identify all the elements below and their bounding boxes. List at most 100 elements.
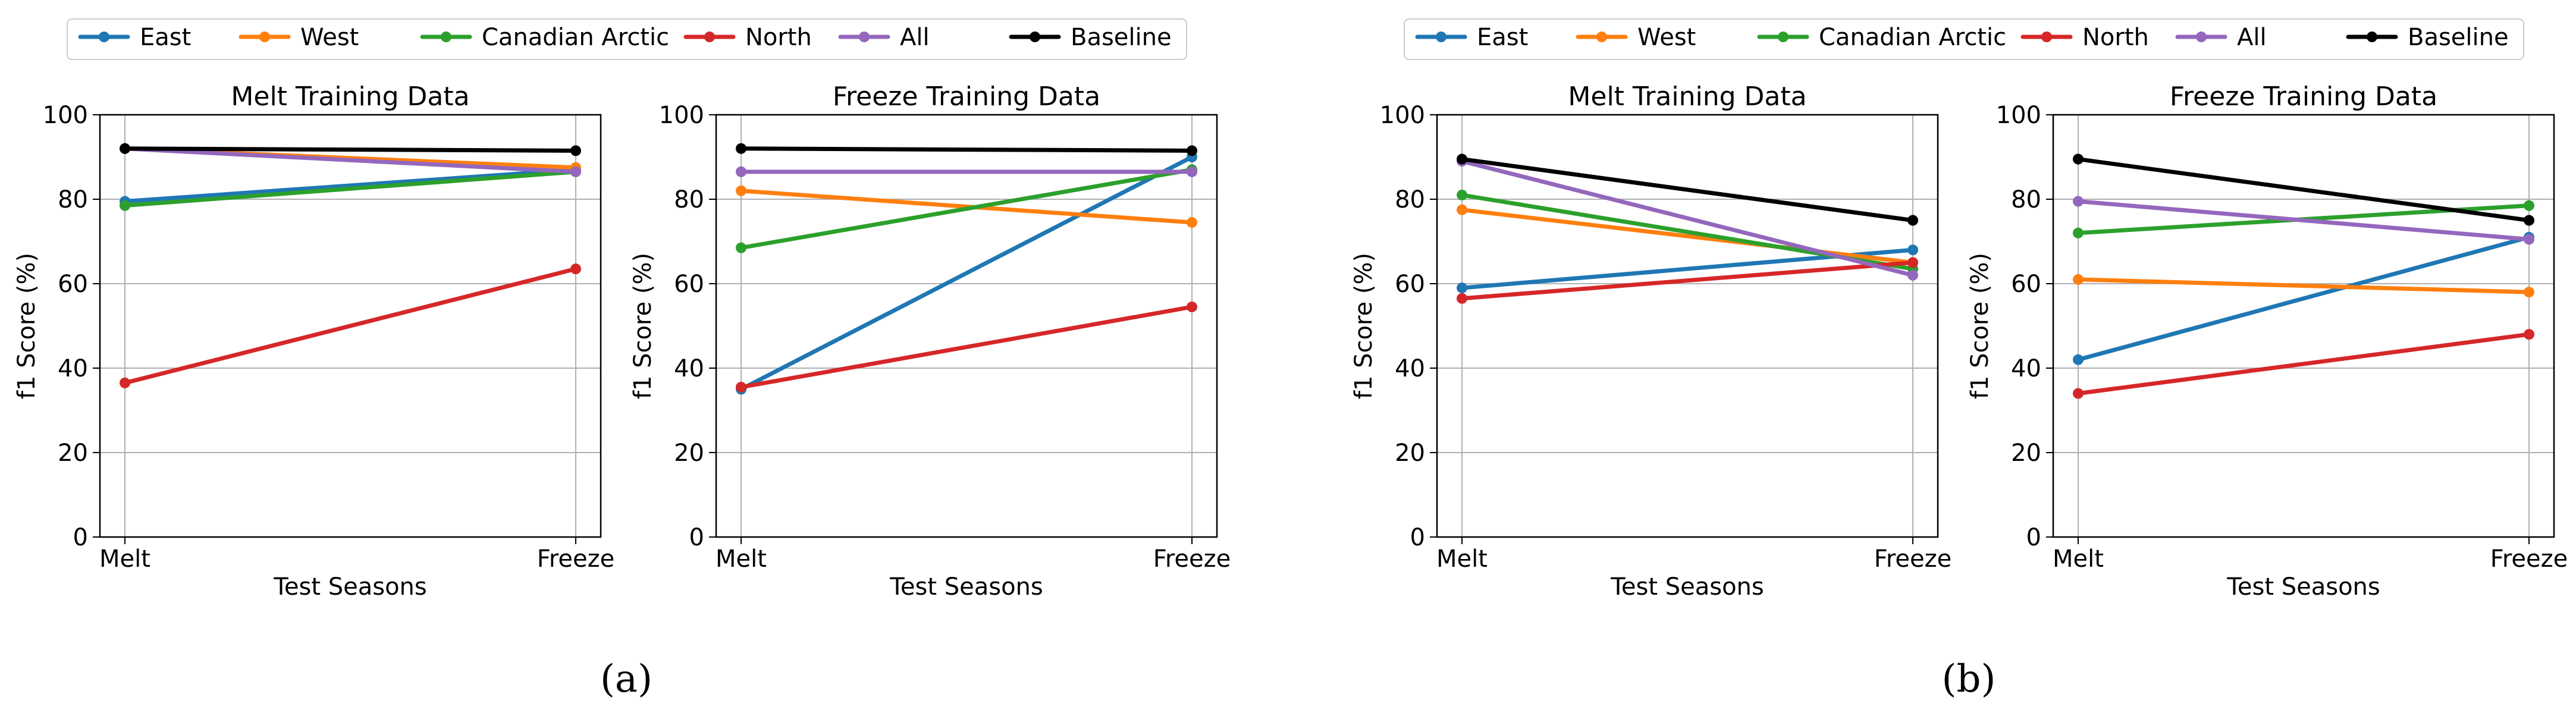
data-point-all — [736, 166, 746, 177]
data-point-canadian-arctic — [1457, 189, 1467, 200]
legend-label: All — [2237, 24, 2267, 51]
data-point-west — [1457, 204, 1467, 215]
y-tick-label: 100 — [1996, 102, 2041, 129]
data-point-all — [570, 166, 581, 177]
y-axis-label: f1 Score (%) — [13, 253, 40, 399]
data-point-baseline — [570, 145, 581, 156]
data-point-north — [2524, 329, 2534, 340]
legend-label: Canadian Arctic — [1819, 24, 2006, 51]
y-tick-label: 80 — [1395, 186, 1425, 213]
y-axis-label: f1 Score (%) — [1966, 253, 1994, 399]
legend-label: West — [300, 24, 359, 51]
series-line-east — [739, 155, 1194, 391]
data-point-baseline — [120, 143, 130, 154]
data-point-all — [2524, 234, 2534, 245]
data-point-north — [1187, 302, 1197, 313]
legend-marker — [259, 32, 270, 42]
chart-title: Melt Training Data — [1568, 81, 1806, 112]
series-line-west — [2076, 277, 2531, 294]
data-point-north — [1907, 257, 1918, 268]
chart-title: Freeze Training Data — [833, 81, 1100, 112]
legend-box — [67, 18, 1187, 60]
series-line-east — [123, 167, 578, 204]
data-point-baseline — [1907, 215, 1918, 226]
data-point-baseline — [1187, 145, 1197, 156]
series-line-north — [1460, 260, 1915, 301]
x-axis-label: Test Seasons — [1610, 573, 1764, 601]
data-point-baseline — [736, 143, 746, 154]
data-point-east — [2073, 354, 2084, 365]
y-tick-label: 40 — [58, 355, 88, 382]
caption-b: (b) — [1942, 657, 1996, 701]
data-point-west — [2524, 287, 2534, 298]
chart-title: Melt Training Data — [231, 81, 469, 112]
data-point-canadian-arctic — [736, 242, 746, 253]
data-point-north — [570, 263, 581, 275]
plot-frame — [715, 114, 1218, 538]
series-line-canadian-arctic — [739, 167, 1194, 250]
y-tick-label: 100 — [659, 102, 704, 129]
data-point-north — [120, 377, 130, 388]
series-line-north — [123, 266, 578, 385]
series-line-baseline — [739, 146, 1194, 153]
legend-label: Canadian Arctic — [482, 24, 669, 51]
legend-marker — [1778, 32, 1789, 42]
data-point-north — [2073, 388, 2084, 399]
series-line-north — [2076, 332, 2531, 396]
x-axis-label: Test Seasons — [2226, 573, 2380, 601]
legend-marker — [1030, 32, 1040, 42]
data-point-west — [2073, 274, 2084, 285]
y-axis-label: f1 Score (%) — [1350, 253, 1378, 399]
x-tick-label: Melt — [2053, 545, 2104, 573]
data-point-north — [736, 381, 746, 393]
legend-marker — [441, 32, 451, 42]
legend-label: Baseline — [1071, 24, 1172, 51]
y-tick-label: 80 — [58, 186, 88, 213]
y-tick-label: 80 — [2011, 186, 2041, 213]
series-line-west — [1460, 208, 1915, 265]
series-line-all — [1460, 159, 1915, 278]
data-point-canadian-arctic — [2073, 227, 2084, 238]
legend-marker — [859, 32, 870, 42]
y-tick-label: 20 — [1395, 439, 1425, 467]
legend-label: North — [745, 24, 812, 51]
y-tick-label: 40 — [2011, 355, 2041, 382]
data-point-canadian-arctic — [120, 200, 130, 211]
y-tick-label: 20 — [2011, 439, 2041, 467]
caption-a: (a) — [600, 657, 652, 701]
series-line-north — [739, 304, 1194, 390]
data-point-all — [1907, 269, 1918, 281]
data-point-west — [736, 185, 746, 196]
x-tick-label: Freeze — [1153, 545, 1231, 573]
y-tick-label: 0 — [1410, 524, 1425, 551]
chart-title: Freeze Training Data — [2170, 81, 2437, 112]
y-tick-label: 20 — [674, 439, 704, 467]
data-point-baseline — [2073, 153, 2084, 165]
data-point-west — [1187, 217, 1197, 228]
data-point-all — [2073, 196, 2084, 207]
legend-label: West — [1637, 24, 1696, 51]
legend-marker — [704, 32, 715, 42]
x-tick-label: Freeze — [537, 545, 615, 573]
legend-marker — [2196, 32, 2207, 42]
legend-label: East — [1477, 24, 1528, 51]
plot-frame — [2052, 114, 2555, 538]
x-tick-label: Freeze — [1874, 545, 1952, 573]
y-tick-label: 40 — [674, 355, 704, 382]
x-tick-label: Melt — [716, 545, 767, 573]
legend-label: All — [900, 24, 930, 51]
y-tick-label: 100 — [43, 102, 88, 129]
y-tick-label: 0 — [73, 524, 88, 551]
legend-label: East — [140, 24, 191, 51]
series-line-all — [123, 146, 578, 174]
x-axis-label: Test Seasons — [889, 573, 1043, 601]
x-tick-label: Melt — [99, 545, 150, 573]
legend-label: Baseline — [2408, 24, 2509, 51]
y-axis-label: f1 Score (%) — [629, 253, 657, 399]
series-line-east — [2076, 235, 2531, 362]
x-tick-label: Freeze — [2490, 545, 2568, 573]
legend-marker — [1596, 32, 1607, 42]
data-point-baseline — [1457, 153, 1467, 165]
